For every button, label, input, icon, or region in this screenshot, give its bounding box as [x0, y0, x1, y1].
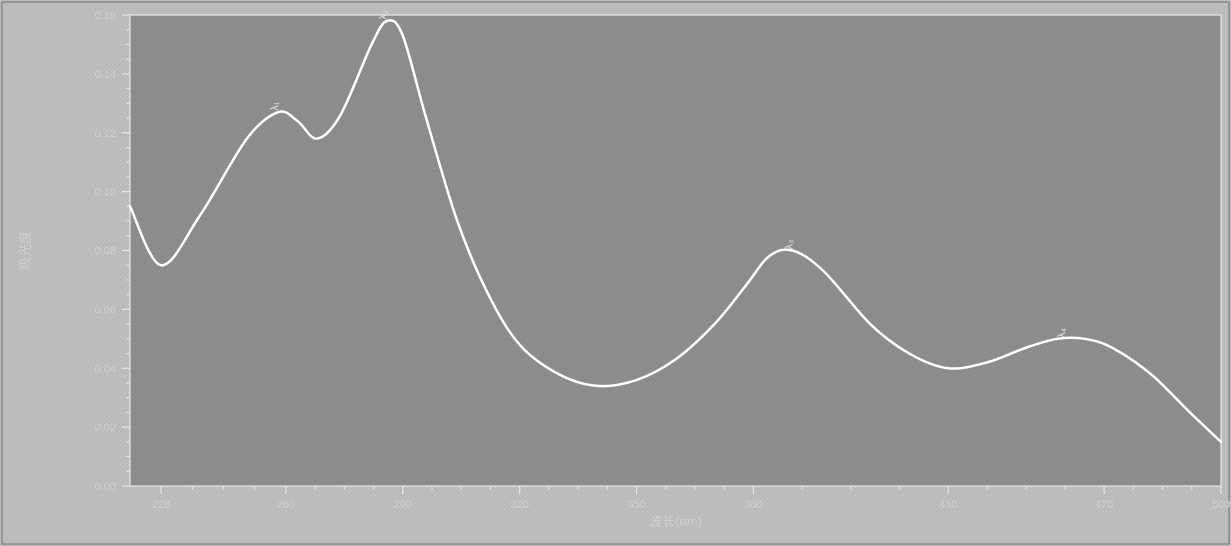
x-tick-label: 500 — [1212, 499, 1230, 511]
x-tick-label: 320 — [510, 499, 528, 511]
x-tick-label: 228 — [152, 499, 170, 511]
peak-label: λ₄ — [1056, 327, 1068, 338]
peak-label: λ₁ — [269, 101, 281, 111]
y-tick-label: 0.14 — [95, 69, 116, 81]
y-tick-label: 0.06 — [95, 304, 116, 316]
y-tick-label: 0.10 — [95, 187, 116, 199]
y-tick-label: 0.12 — [95, 128, 116, 140]
peak-label: λ₃ — [783, 240, 795, 250]
spectrum-chart: 0.16 0.14 0.12 0.10 0.08 0.06 0.04 0.02 0.00 228 2… — [0, 0, 1231, 546]
y-tick-label: 0.16 — [95, 10, 116, 22]
x-tick-label: 380 — [744, 499, 762, 511]
x-tick-label: 430 — [939, 499, 957, 511]
peak-label: λ₂ — [378, 10, 390, 20]
y-tick-label: 0.08 — [95, 246, 116, 258]
x-tick-label: 350 — [627, 499, 645, 511]
y-tick-label: 0.02 — [95, 422, 116, 434]
x-axis-label: 波长(nm) — [649, 514, 702, 529]
x-tick-label: 470 — [1095, 499, 1113, 511]
chart-svg: 0.16 0.14 0.12 0.10 0.08 0.06 0.04 0.02 0.00 228 2… — [0, 0, 1231, 546]
y-tick-label: 0.04 — [95, 363, 116, 375]
x-tick-label: 260 — [277, 499, 295, 511]
y-tick-label: 0.00 — [95, 481, 116, 493]
x-tick-label: 290 — [394, 499, 412, 511]
y-axis-label: 吸光度 — [18, 231, 33, 270]
